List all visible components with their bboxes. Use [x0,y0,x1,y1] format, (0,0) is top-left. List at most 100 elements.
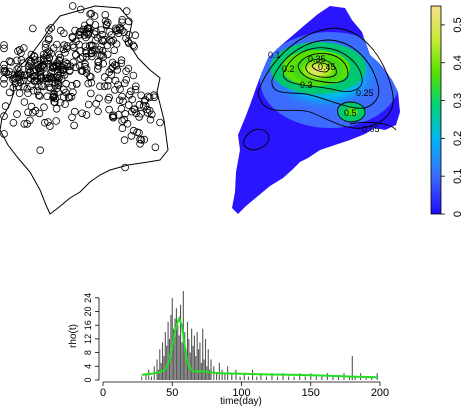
scatter-point [122,67,130,75]
scatter-point [36,71,45,79]
scatter-point [130,42,138,51]
scatter-point [30,52,39,61]
scatter-point [76,5,85,14]
scatter-point [81,60,89,68]
scatter-point [82,52,91,61]
scatter-point [120,28,128,36]
scatter-point [87,73,95,81]
x-tick-label: 50 [166,387,178,399]
scatter-point [118,117,126,125]
scatter-point [124,64,133,73]
contour-label: 0.35 [308,54,326,64]
scatter-point [137,136,146,144]
scatter-point [52,40,61,49]
contour-label: 0.2 [282,64,295,74]
scatter-point [94,107,102,116]
scatter-point [111,76,120,85]
scatter-point [90,30,99,38]
scatter-point [146,115,155,124]
y-tick-label: 20 [83,307,93,317]
scatter-point [33,87,42,95]
scatter-point [105,68,113,76]
intensity-secondary-core [346,108,358,116]
scatter-point [78,109,86,118]
scatter-point [47,24,55,32]
scatter-point [34,91,43,100]
scatter-point [59,29,68,38]
scatter-point [77,67,86,75]
scatter-point [30,56,39,64]
scatter-point [23,84,32,93]
y-tick-label: 8 [83,350,93,355]
scatter-point [129,126,138,135]
scatter-point [120,136,129,144]
ts-bars [141,291,378,380]
scatter-point [103,50,112,59]
y-tick-label: 16 [83,320,93,330]
scatter-point [0,41,8,49]
colorbar: 0 0.1 0.2 0.3 0.4 0.5 [430,5,464,217]
colorbar-gradient [430,5,442,215]
scatter-point [82,65,91,73]
intensity-map-panel: 0.1 0.2 0.25 0.3 0.35 0.45 0.5 0.05 0 0.1… [232,5,464,217]
scatter-point [56,69,65,77]
time-series-panel: 0 50 100 150 200 0 4 8 12 16 20 24 time(day) rho(t… [68,291,389,407]
contour-lines [243,27,397,151]
scatter-point [26,60,34,68]
scatter-point [125,91,134,99]
scatter-point [97,42,105,51]
scatter-point [54,88,62,96]
x-axis: 0 50 100 150 200 [100,381,389,399]
scatter-point [125,17,133,26]
scatter-point [30,72,39,80]
y-tick-label: 4 [83,364,93,369]
scatter-point [109,36,117,45]
scatter-point [49,61,57,70]
scatter-point [146,106,154,115]
scatter-point [29,66,38,75]
scatter-point [140,135,149,144]
scatter-point [90,12,99,20]
x-tick-label: 0 [100,387,106,399]
scatter-point [128,107,136,116]
scatter-point [15,89,24,97]
x-tick-label: 200 [371,387,389,399]
scatter-point [98,30,107,39]
scatter-point [94,62,103,70]
scatter-point [54,50,63,59]
scatter-point [122,7,131,15]
scatter-point [135,129,143,137]
scatter-point [114,111,123,119]
scatter-point [63,42,72,50]
scatter-point [109,111,118,120]
y-tick-label: 24 [83,293,93,303]
scatter-point [56,98,65,107]
colorbar-tick-label: 0.3 [452,93,464,108]
contour-label: 0.3 [300,80,313,90]
scatter-point [52,105,61,113]
x-axis-title: time(day) [220,396,262,407]
scatter-point [14,71,23,79]
scatter-point [102,20,111,29]
scatter-point [118,124,127,132]
scatter-point [140,97,149,106]
scatter-point [24,65,33,74]
scatter-point [13,56,21,65]
scatter-point [50,92,58,101]
scatter-point [107,70,116,79]
smoothed-rho-line [141,315,378,379]
scatter-point [70,121,78,130]
scatter-point [30,52,38,60]
scatter-point [51,61,60,70]
scatter-point [79,53,87,61]
scatter-point [52,62,61,71]
contour-label: 0.25 [356,88,374,98]
colorbar-tick-label: 0.1 [452,169,464,184]
scatter-point [0,44,8,53]
y-axis-title: rho(t) [68,324,79,348]
scatter-point [57,75,66,83]
scatter-point [35,109,44,118]
scatter-point [45,74,53,83]
scatter-point [121,163,129,172]
